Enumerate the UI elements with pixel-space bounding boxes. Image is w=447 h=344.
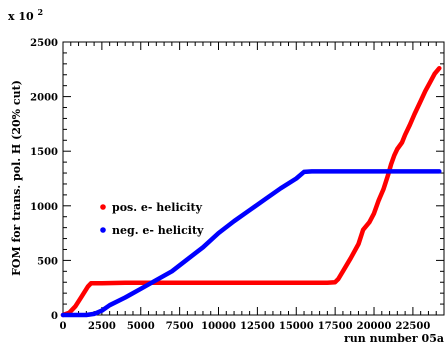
series-line-neg-helicity bbox=[60, 169, 442, 318]
x-tick-label: 17500 bbox=[318, 321, 353, 332]
x-tick-label: 22500 bbox=[395, 321, 430, 332]
x-axis-ticks: 0 2500 5000 7500 10000 12500 15000 17500 20000 22… bbox=[60, 42, 445, 332]
x-tick-label: 20000 bbox=[357, 321, 392, 332]
axis-multiplier-base: x 10 bbox=[8, 10, 34, 23]
y-tick-label: 1000 bbox=[30, 202, 58, 213]
series-line-pos-helicity bbox=[60, 65, 442, 318]
x-tick-label: 15000 bbox=[279, 321, 314, 332]
x-tick-label: 12500 bbox=[240, 321, 275, 332]
y-tick-label: 1500 bbox=[30, 147, 58, 158]
x-tick-label: 5000 bbox=[127, 321, 155, 332]
y-tick-label: 2500 bbox=[30, 38, 58, 49]
y-tick-label: 500 bbox=[37, 256, 58, 267]
y-tick-label: 2000 bbox=[30, 93, 58, 104]
plot-frame bbox=[62, 41, 445, 316]
y-axis-title: FOM for trans. pol. H (20% cut) bbox=[10, 80, 23, 276]
y-tick-label: 0 bbox=[51, 311, 58, 322]
legend-marker-neg-helicity bbox=[100, 227, 106, 233]
x-tick-label: 2500 bbox=[88, 321, 116, 332]
axis-multiplier-exponent: 2 bbox=[38, 7, 44, 17]
series-layer bbox=[60, 65, 442, 318]
x-tick-label: 10000 bbox=[201, 321, 236, 332]
x-tick-label: 0 bbox=[60, 321, 67, 332]
x-tick-label: 7500 bbox=[166, 321, 194, 332]
y-axis-ticks: 0 500 1000 1500 2000 2500 bbox=[30, 38, 444, 322]
legend-marker-pos-helicity bbox=[100, 204, 106, 210]
legend-label-pos-helicity: pos. e- helicity bbox=[112, 201, 203, 214]
x-axis-title: run number 05a bbox=[344, 332, 444, 344]
legend: pos. e- helicity neg. e- helicity bbox=[100, 201, 204, 237]
legend-label-neg-helicity: neg. e- helicity bbox=[112, 224, 204, 237]
axis-multiplier: x 10 2 bbox=[8, 7, 43, 23]
